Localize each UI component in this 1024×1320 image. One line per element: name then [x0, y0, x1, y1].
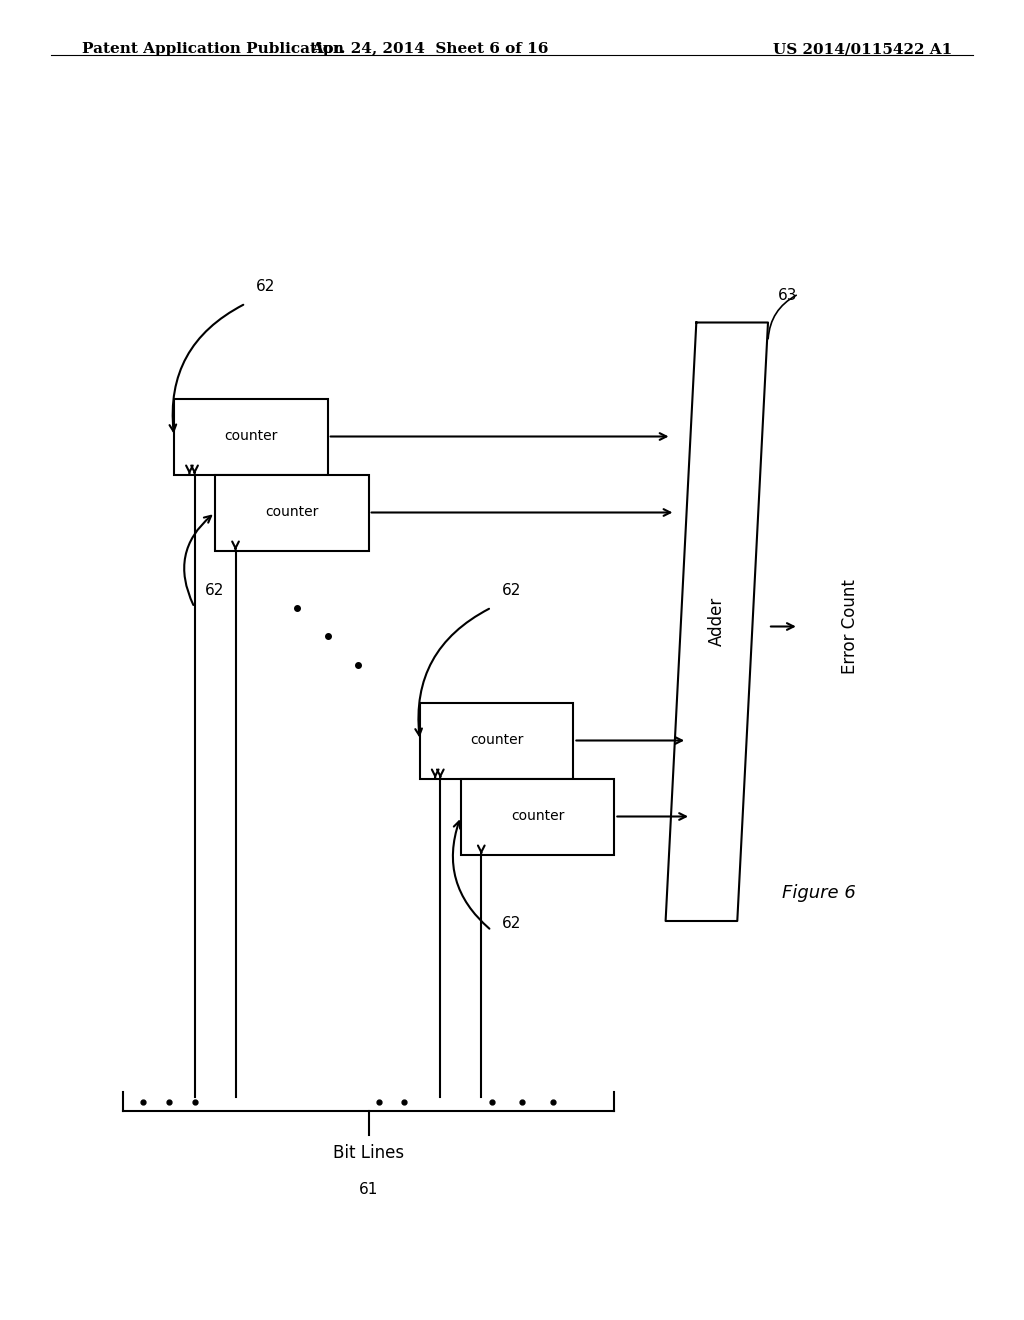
Polygon shape	[666, 322, 768, 921]
Text: 61: 61	[359, 1183, 378, 1197]
Text: Adder: Adder	[708, 597, 726, 647]
Bar	[420, 702, 573, 779]
Text: 63: 63	[778, 289, 798, 304]
Text: Patent Application Publication: Patent Application Publication	[82, 42, 344, 57]
Bar	[461, 779, 614, 854]
Text: 62: 62	[205, 583, 224, 598]
Text: Bit Lines: Bit Lines	[333, 1144, 404, 1162]
Text: counter: counter	[470, 734, 523, 747]
Bar	[174, 399, 328, 474]
Text: 62: 62	[502, 916, 521, 931]
Text: Figure 6: Figure 6	[782, 883, 856, 902]
Text: counter: counter	[511, 809, 564, 824]
Text: 62: 62	[502, 583, 521, 598]
Text: counter: counter	[224, 429, 278, 444]
Text: 62: 62	[256, 279, 275, 294]
Text: US 2014/0115422 A1: US 2014/0115422 A1	[773, 42, 952, 57]
Text: Apr. 24, 2014  Sheet 6 of 16: Apr. 24, 2014 Sheet 6 of 16	[311, 42, 549, 57]
Text: counter: counter	[265, 506, 318, 520]
Bar	[215, 474, 369, 550]
Text: Error Count: Error Count	[841, 579, 859, 675]
